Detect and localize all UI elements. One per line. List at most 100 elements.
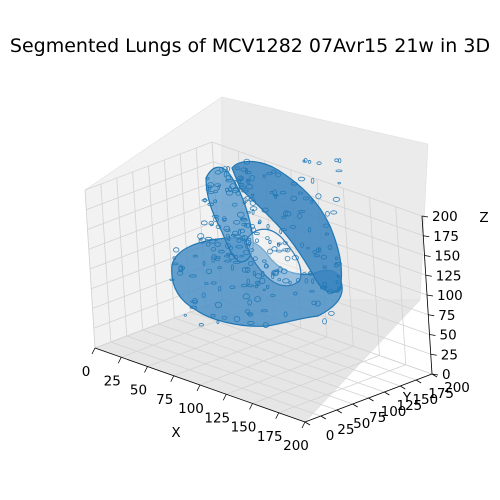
lung-voxel	[254, 284, 259, 289]
lung-voxel	[200, 220, 208, 226]
lung-voxel	[172, 262, 179, 266]
lung-voxel	[247, 321, 255, 326]
lung-voxel	[271, 170, 277, 174]
lung-voxel	[226, 190, 234, 196]
lung-voxel	[247, 237, 252, 242]
lung-voxel	[335, 280, 339, 285]
x-tick-mark	[222, 394, 227, 401]
lung-voxel	[337, 181, 341, 185]
z-tick-label: 200	[432, 209, 458, 225]
lung-voxel	[262, 174, 266, 178]
lung-voxel	[335, 288, 340, 293]
lung-voxel	[254, 280, 260, 285]
lung-voxel	[266, 172, 273, 176]
lung-voxel	[325, 211, 330, 217]
lung-voxel	[246, 284, 255, 288]
lung-voxel	[241, 189, 249, 193]
lung-voxel	[236, 238, 242, 243]
lung-voxel	[282, 248, 289, 252]
y-tick-mark	[304, 421, 311, 426]
z-tick-label: 175	[433, 229, 459, 245]
lung-voxel	[306, 247, 310, 250]
lung-voxel	[254, 232, 260, 235]
y-tick-label: 100	[381, 404, 407, 420]
x-tick-label: 175	[257, 429, 283, 445]
lung-voxel	[245, 184, 254, 190]
lung-voxel	[245, 243, 250, 250]
y-tick-label: 175	[428, 386, 454, 402]
lung-voxel	[288, 280, 292, 285]
lung-voxel	[316, 161, 322, 165]
lung-voxel	[211, 254, 217, 260]
lung-voxel	[243, 249, 250, 256]
lung-voxel	[337, 286, 342, 290]
x-tick-mark	[196, 384, 201, 392]
lung-voxel	[178, 264, 184, 271]
lung-voxel	[225, 233, 230, 241]
lung-texture	[169, 157, 343, 328]
lung-voxel	[263, 263, 269, 269]
lung-voxel	[276, 243, 281, 247]
lung-voxel	[241, 283, 248, 288]
lung-voxel	[169, 278, 175, 282]
lung-voxel	[336, 274, 341, 278]
z-tick-label: 75	[438, 308, 455, 324]
lung-voxel	[232, 260, 241, 264]
lung-voxel	[246, 178, 250, 182]
lung-voxel	[262, 288, 266, 292]
grid-z-left	[87, 181, 215, 230]
lung-voxel	[201, 292, 206, 298]
lung-voxel	[208, 187, 212, 191]
lung-voxel	[310, 177, 315, 184]
lung-voxel	[291, 255, 299, 261]
lung-voxel	[177, 270, 184, 276]
lung-voxel	[298, 210, 306, 213]
z-tick-mark	[431, 373, 439, 376]
lung-voxel	[218, 249, 225, 254]
lung-voxel	[307, 160, 312, 164]
lung-voxel	[224, 259, 232, 263]
lung-voxel	[309, 289, 315, 293]
lung-voxel	[254, 296, 261, 303]
lung-voxel	[241, 222, 247, 227]
lung-voxel	[205, 241, 211, 247]
lung-voxel	[332, 196, 341, 202]
grid-y-floor	[142, 329, 353, 405]
grid-y-floor	[174, 317, 385, 393]
lung-voxel	[283, 210, 289, 217]
lung-voxel	[249, 174, 255, 181]
lung-voxel	[212, 217, 220, 222]
lung-voxel	[230, 233, 237, 237]
lung-voxel	[242, 235, 246, 241]
grid-z-left	[89, 220, 218, 270]
lung-voxel	[322, 223, 330, 228]
lung-voxel	[203, 198, 207, 203]
lung-voxel	[311, 278, 315, 284]
lung-voxel	[210, 247, 217, 252]
lung-voxel	[248, 196, 255, 202]
x-tick-label: 150	[231, 420, 257, 436]
lung-voxel	[211, 215, 220, 218]
y-tick-label: 0	[326, 428, 335, 444]
z-tick-mark	[430, 353, 437, 356]
x-tick-label: 125	[204, 410, 230, 426]
lung-voxel	[189, 305, 198, 310]
lung-voxel	[228, 245, 233, 251]
lung-voxel	[205, 268, 213, 275]
lung-voxel	[261, 270, 265, 277]
grid-z-back	[211, 141, 423, 217]
lung-voxel	[317, 247, 322, 253]
lung-voxel	[246, 223, 250, 229]
lung-voxel	[249, 206, 258, 211]
lung-voxel	[271, 246, 278, 252]
lung-voxel	[237, 211, 245, 218]
lung-voxel	[307, 226, 312, 233]
lung-voxel	[214, 183, 222, 187]
lung-voxel	[226, 166, 230, 172]
x-tick-label: 75	[156, 392, 173, 408]
lung-voxel	[315, 247, 320, 253]
y-tick-mark	[336, 409, 342, 414]
grid-y-floor	[158, 323, 369, 399]
